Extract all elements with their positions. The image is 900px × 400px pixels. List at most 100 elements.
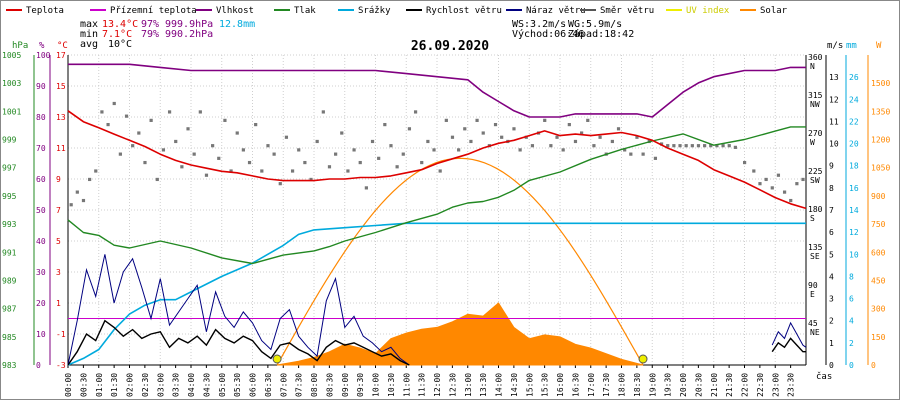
tick-label-hum: 90	[36, 82, 46, 91]
wind-direction-point	[752, 169, 756, 173]
tick-label-hpa: 995	[2, 192, 17, 201]
stats-min-press: 990.2hPa	[165, 29, 213, 40]
tick-label-w: 900	[871, 192, 886, 201]
wind-direction-point	[223, 118, 227, 122]
wind-direction-point	[241, 148, 245, 152]
tick-label-time: 01:00	[95, 373, 104, 397]
tick-label-hum: 70	[36, 144, 46, 153]
tick-label-mm: 24	[849, 95, 859, 104]
stats-sunrise: Východ:06:46	[512, 28, 584, 40]
tick-label-time: 21:30	[725, 373, 734, 397]
tick-label-time: 19:00	[648, 373, 657, 397]
x-axis-label: čas	[816, 371, 832, 382]
wind-direction-point	[401, 152, 405, 156]
wind-direction-point	[727, 144, 731, 148]
rain-line	[67, 222, 806, 366]
wind-speed-line	[67, 319, 410, 366]
wind-direction-point	[174, 139, 178, 144]
tick-label-hpa: 989	[2, 276, 17, 285]
legend-label: Teplota	[26, 6, 64, 16]
tick-label-time: 15:30	[541, 373, 550, 397]
wind-direction-point	[721, 144, 725, 148]
uv-marker	[638, 354, 648, 364]
axis-title-hum: %	[39, 41, 45, 51]
tick-label-hum: 40	[36, 237, 46, 246]
wind-direction-point	[217, 156, 221, 160]
wind-direction-point	[586, 118, 590, 122]
tick-label-time: 08:00	[310, 373, 319, 397]
axis-title-w: W	[876, 41, 882, 51]
tick-label-ms: 9	[829, 162, 834, 171]
wind-direction-point	[715, 144, 719, 148]
tick-label-hum: 100	[36, 51, 51, 60]
wind-direction-point	[561, 148, 565, 152]
tick-label-ms: 5	[829, 250, 834, 259]
axis-title-hpa: hPa	[12, 41, 28, 51]
tick-label-dir: 45	[808, 319, 818, 328]
tick-label-hpa: 997	[2, 164, 17, 173]
tick-label-temp: -3	[56, 361, 66, 370]
tick-label-dir-name: SE	[810, 252, 820, 261]
wind-direction-point	[94, 169, 98, 173]
tick-label-time: 09:30	[356, 373, 365, 397]
tick-label-dir-name: N	[810, 62, 815, 71]
tick-label-mm: 20	[849, 140, 859, 149]
stats-ws: WS:3.2m/s	[512, 19, 566, 30]
tick-label-time: 09:00	[341, 373, 350, 397]
wind-direction-point	[659, 142, 664, 146]
legend-label: Solar	[760, 6, 788, 16]
wind-direction-point	[204, 173, 209, 177]
tick-label-ms: 8	[829, 184, 834, 193]
tick-label-temp: 1	[56, 299, 61, 308]
wind-direction-point	[180, 165, 184, 169]
wind-direction-point	[413, 110, 418, 114]
tick-label-hum: 50	[36, 206, 46, 215]
tick-label-ms: 4	[829, 272, 834, 281]
wind-direction-point	[334, 152, 338, 156]
wind-direction-point	[364, 186, 368, 190]
tick-label-w: 750	[871, 220, 886, 229]
wind-gust-line-late	[771, 321, 807, 348]
wind-direction-point	[100, 110, 104, 114]
legend-label: Náraz větru	[526, 6, 586, 16]
wind-direction-point	[69, 203, 73, 207]
tick-label-hum: 80	[36, 113, 46, 122]
wind-direction-point	[549, 144, 553, 148]
tick-label-time: 20:00	[679, 373, 688, 397]
tick-label-w: 150	[871, 333, 886, 342]
wind-direction-point	[81, 198, 86, 203]
wind-direction-point	[137, 131, 141, 135]
wind-direction-point	[758, 182, 762, 186]
wind-direction-point	[469, 139, 473, 144]
tick-label-mm: 16	[849, 184, 859, 193]
wind-direction-point	[629, 152, 633, 156]
tick-label-time: 05:00	[218, 373, 227, 397]
wind-direction-point	[580, 131, 584, 135]
wind-direction-point	[709, 144, 713, 148]
tick-label-time: 15:00	[525, 373, 534, 397]
legend-label: Tlak	[294, 6, 316, 16]
tick-label-time: 02:00	[126, 373, 135, 397]
wind-direction-point	[395, 165, 399, 169]
wind-direction-point	[290, 169, 295, 173]
wind-direction-point	[703, 144, 707, 148]
wind-direction-point	[623, 148, 627, 152]
stats-wg: WG:5.9m/s	[568, 19, 622, 30]
stats-max-label: max	[80, 19, 98, 30]
wind-direction-point	[678, 144, 682, 148]
tick-label-time: 16:30	[571, 373, 580, 397]
wind-direction-point	[610, 139, 614, 144]
tick-label-time: 06:30	[264, 373, 273, 397]
legend-label: Srážky	[358, 6, 391, 16]
tick-label-dir-name: NW	[810, 100, 820, 109]
wind-direction-point	[475, 118, 479, 122]
wind-direction-point	[229, 169, 233, 173]
tick-label-dir-name: E	[810, 290, 815, 299]
tick-label-hpa: 987	[2, 305, 17, 314]
tick-label-time: 22:00	[741, 373, 750, 397]
tick-label-hpa: 1003	[2, 79, 21, 88]
tick-label-mm: 10	[849, 250, 859, 259]
wind-direction-point	[543, 118, 547, 122]
tick-label-w: 300	[871, 305, 886, 314]
tick-label-temp: 9	[56, 175, 61, 184]
